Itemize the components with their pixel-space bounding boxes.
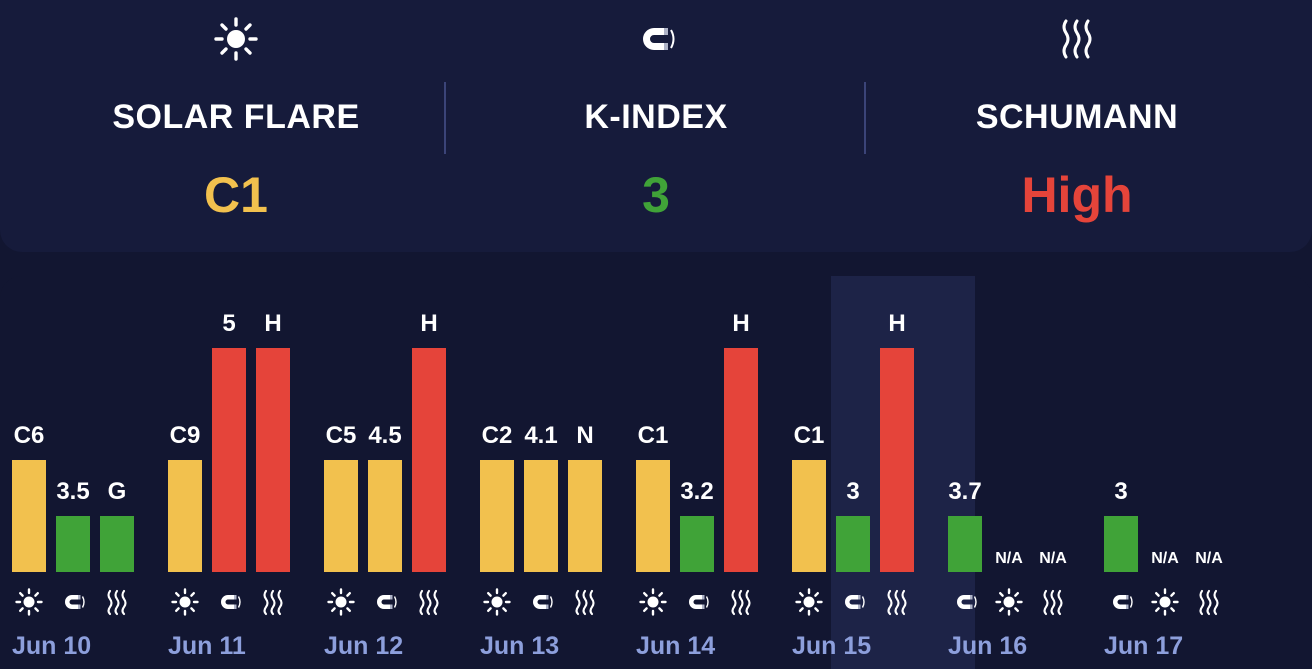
magnet-icon bbox=[683, 588, 711, 621]
magnet-icon bbox=[371, 588, 399, 621]
kindex-bar[interactable] bbox=[680, 516, 714, 572]
sun-icon bbox=[995, 588, 1023, 621]
schumann-bar[interactable] bbox=[256, 348, 290, 572]
waves-icon bbox=[103, 588, 131, 621]
bar-value-label: 5 bbox=[222, 310, 236, 337]
bar-value-label: G bbox=[107, 478, 127, 505]
waves-icon bbox=[259, 588, 287, 621]
sun-icon bbox=[639, 588, 667, 621]
kindex-bar[interactable] bbox=[368, 460, 402, 572]
date-label[interactable]: Jun 14 bbox=[636, 632, 716, 660]
bar-value-label: 4.1 bbox=[524, 422, 558, 449]
schumann-bar[interactable] bbox=[880, 348, 914, 572]
solar-flare-value: C1 bbox=[204, 167, 268, 223]
date-label[interactable]: Jun 10 bbox=[12, 632, 92, 660]
magnet-icon bbox=[59, 588, 87, 621]
schumann-metric[interactable]: SCHUMANN High bbox=[867, 0, 1287, 252]
kindex-bar[interactable] bbox=[836, 516, 870, 572]
waves-icon bbox=[415, 588, 443, 621]
bar-value-label: 3.2 bbox=[680, 478, 714, 505]
k-index-value: 3 bbox=[642, 167, 670, 223]
date-label[interactable]: Jun 15 bbox=[792, 632, 872, 660]
waves-icon bbox=[883, 588, 911, 621]
magnet-icon bbox=[633, 16, 679, 67]
schumann-value: High bbox=[1021, 167, 1133, 223]
waves-icon bbox=[727, 588, 755, 621]
date-label[interactable]: Jun 11 bbox=[168, 632, 246, 660]
bar-value-label: C1 bbox=[793, 422, 825, 449]
bar-value-label: 3 bbox=[1114, 478, 1128, 505]
schumann-bar[interactable] bbox=[724, 348, 758, 572]
magnet-icon bbox=[1107, 588, 1135, 621]
sun-icon bbox=[795, 588, 823, 621]
magnet-icon bbox=[951, 588, 979, 621]
solar-bar[interactable] bbox=[324, 460, 358, 572]
bar-value-label: H bbox=[888, 310, 906, 337]
kindex-bar[interactable] bbox=[212, 348, 246, 572]
solar-bar[interactable] bbox=[636, 460, 670, 572]
divider bbox=[444, 82, 446, 154]
date-label[interactable]: Jun 17 bbox=[1104, 632, 1184, 660]
bar-value-label: C2 bbox=[481, 422, 513, 449]
kindex-bar[interactable] bbox=[56, 516, 90, 572]
k-index-metric[interactable]: K-INDEX 3 bbox=[446, 0, 866, 252]
bar-value-label: 4.5 bbox=[368, 422, 402, 449]
sun-icon bbox=[483, 588, 511, 621]
kindex-bar[interactable] bbox=[948, 516, 982, 572]
date-label[interactable]: Jun 13 bbox=[480, 632, 560, 660]
magnet-icon bbox=[215, 588, 243, 621]
sun-icon bbox=[327, 588, 355, 621]
bar-value-label: H bbox=[732, 310, 750, 337]
bar-value-label: C9 bbox=[169, 422, 201, 449]
sun-icon bbox=[213, 16, 259, 67]
waves-icon bbox=[1039, 588, 1067, 621]
magnet-icon bbox=[527, 588, 555, 621]
bar-value-label: 3.5 bbox=[56, 478, 90, 505]
bar-value-label: C5 bbox=[325, 422, 357, 449]
summary-card: SOLAR FLARE C1 K-INDEX 3 SC bbox=[0, 0, 1312, 252]
waves-icon bbox=[571, 588, 599, 621]
bar-value-label: N/A bbox=[1195, 550, 1223, 567]
sun-icon bbox=[1151, 588, 1179, 621]
bar-value-label: 3.7 bbox=[948, 478, 982, 505]
bar-value-label: C1 bbox=[637, 422, 669, 449]
k-index-title: K-INDEX bbox=[584, 98, 728, 136]
sun-icon bbox=[15, 588, 43, 621]
bar-value-label: N/A bbox=[1151, 550, 1179, 567]
bar-value-label: N/A bbox=[995, 550, 1023, 567]
solar-bar[interactable] bbox=[792, 460, 826, 572]
bar-value-label: N/A bbox=[1039, 550, 1067, 567]
bar-value-label: H bbox=[420, 310, 438, 337]
waves-icon bbox=[1195, 588, 1223, 621]
waves-icon bbox=[1054, 16, 1100, 67]
solar-flare-metric[interactable]: SOLAR FLARE C1 bbox=[26, 0, 446, 252]
schumann-bar[interactable] bbox=[100, 516, 134, 572]
kindex-bar[interactable] bbox=[524, 460, 558, 572]
solar-flare-title: SOLAR FLARE bbox=[112, 98, 360, 136]
bar-value-label: 3 bbox=[846, 478, 860, 505]
solar-bar[interactable] bbox=[12, 460, 46, 572]
schumann-title: SCHUMANN bbox=[975, 98, 1179, 136]
schumann-bar[interactable] bbox=[412, 348, 446, 572]
bar-value-label: N bbox=[576, 422, 594, 449]
solar-bar[interactable] bbox=[480, 460, 514, 572]
bar-value-label: C6 bbox=[13, 422, 45, 449]
bar-value-label: H bbox=[264, 310, 282, 337]
divider bbox=[864, 82, 866, 154]
date-label[interactable]: Jun 16 bbox=[948, 632, 1028, 660]
schumann-bar[interactable] bbox=[568, 460, 602, 572]
sun-icon bbox=[171, 588, 199, 621]
kindex-bar[interactable] bbox=[1104, 516, 1138, 572]
solar-bar[interactable] bbox=[168, 460, 202, 572]
magnet-icon bbox=[839, 588, 867, 621]
date-label[interactable]: Jun 12 bbox=[324, 632, 404, 660]
